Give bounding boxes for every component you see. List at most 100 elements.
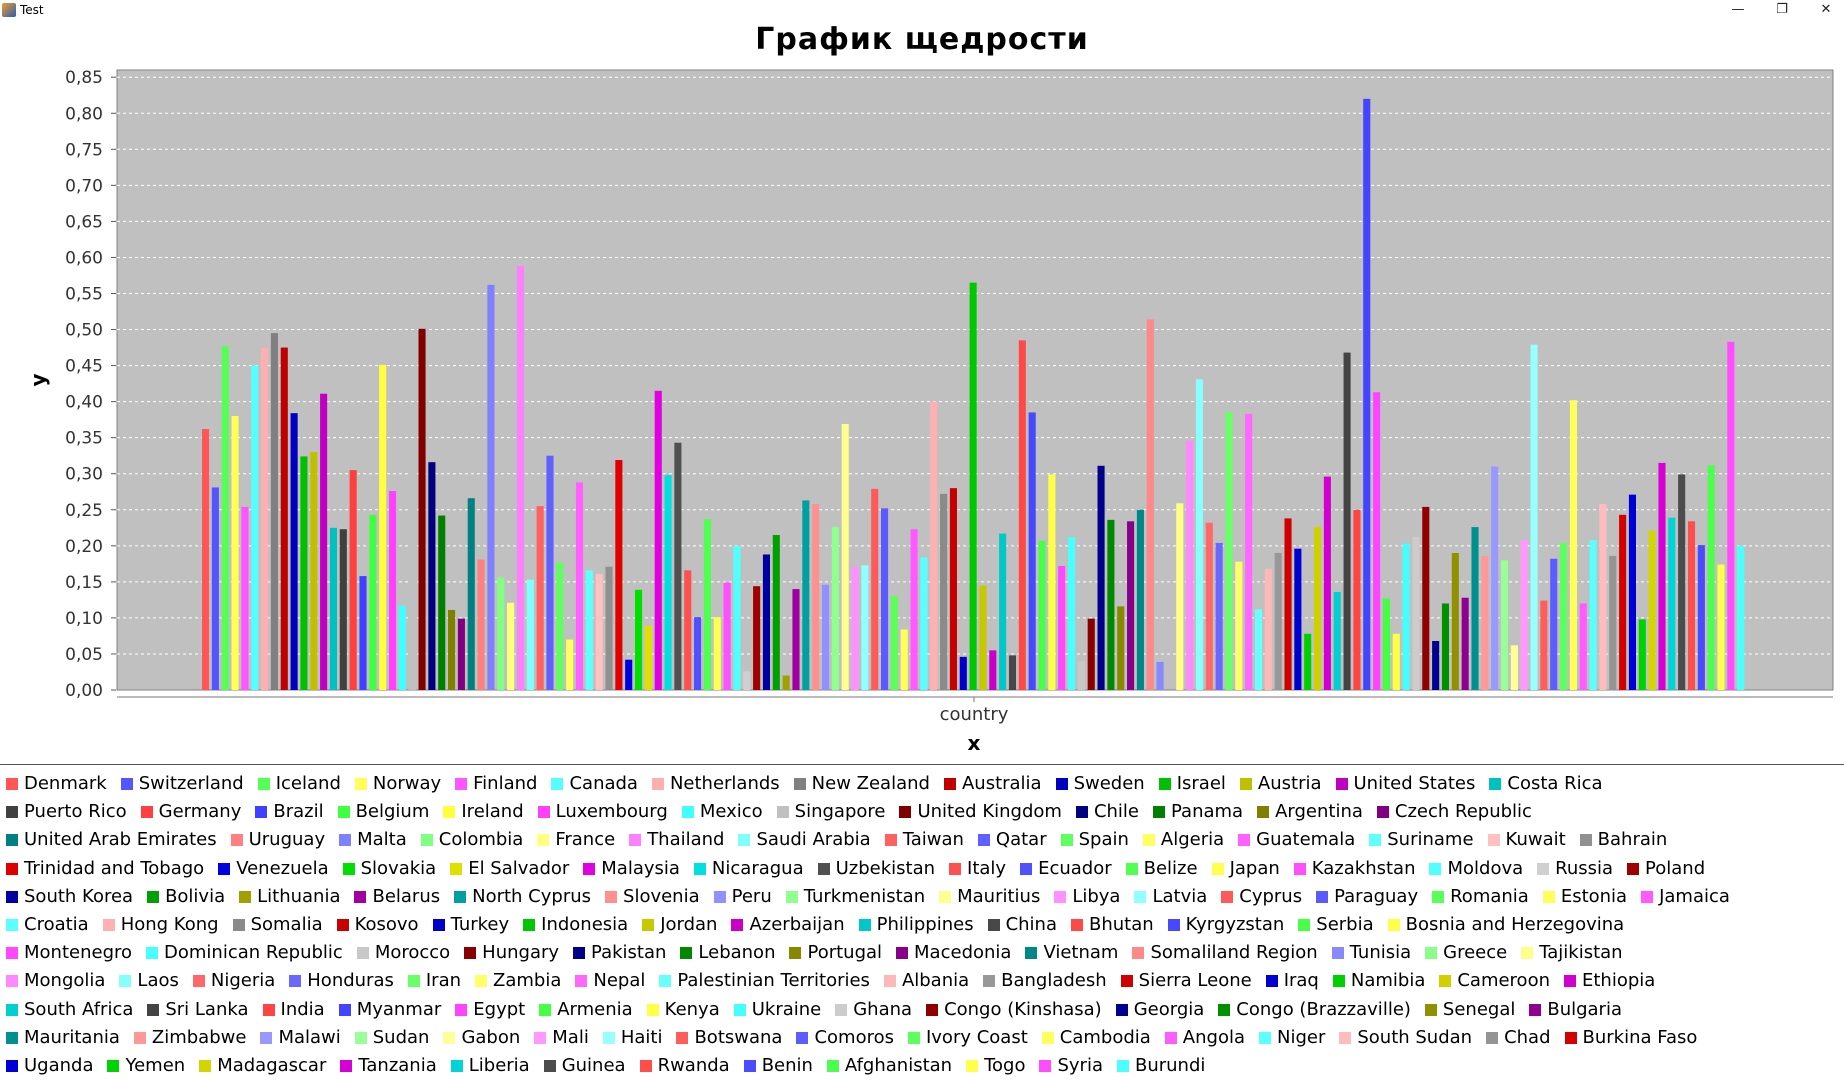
legend-label: Iraq (1283, 970, 1319, 992)
legend-swatch (943, 778, 956, 790)
legend-item: Hungary (464, 942, 559, 964)
legend-label: Netherlands (669, 773, 780, 794)
legend-swatch (1116, 1060, 1129, 1072)
legend-label: Canada (569, 773, 638, 794)
legend-item: South Korea (6, 886, 133, 908)
legend-label: Turkmenistan (803, 885, 926, 907)
bar (1274, 553, 1282, 690)
legend-swatch (883, 975, 896, 988)
legend-item: Estonia (1542, 886, 1627, 908)
legend-label: Azerbaijan (749, 914, 845, 935)
bar (1038, 540, 1046, 690)
legend-swatch (260, 1031, 273, 1044)
legend-swatch (743, 1060, 756, 1072)
legend-item: Algeria (1142, 829, 1224, 851)
legend-item: Ecuador (1020, 858, 1112, 880)
legend-item: Netherlands (651, 773, 780, 795)
legend-label: Philippines (876, 914, 974, 935)
legend-swatch (793, 778, 806, 790)
legend-item: Turkey (432, 914, 509, 936)
legend-swatch (939, 890, 952, 903)
legend-label: Mali (552, 1026, 589, 1048)
legend-label: Greece (1443, 942, 1508, 964)
legend-label: Gabon (461, 1026, 521, 1048)
legend-item: Macedonia (896, 942, 1011, 964)
legend-label: Israel (1176, 773, 1226, 794)
legend-label: Australia (961, 773, 1042, 794)
legend-label: Puerto Rico (24, 801, 127, 823)
legend-swatch (1316, 890, 1329, 903)
bar (703, 519, 711, 690)
bar (1215, 542, 1223, 690)
legend-label: Kosovo (354, 914, 419, 935)
bar (418, 328, 426, 690)
legend-item: Sierra Leone (1120, 970, 1252, 992)
legend-swatch (257, 778, 270, 790)
legend-label: Spain (1078, 829, 1129, 851)
legend-swatch (573, 947, 586, 960)
legend-label: Afghanistan (844, 1055, 953, 1076)
bar (1569, 400, 1577, 690)
legend-label: Syria (1057, 1055, 1103, 1076)
legend-item: Poland (1627, 858, 1705, 880)
bar (300, 456, 308, 690)
legend-label: Latvia (1152, 885, 1208, 907)
legend-swatch (1489, 778, 1502, 790)
legend-swatch (140, 806, 153, 819)
legend-label: United States (1353, 773, 1476, 794)
legend-swatch (681, 806, 694, 819)
legend-swatch (858, 919, 871, 931)
legend-label: Mauritania (24, 1026, 120, 1048)
legend-label: Myanmar (356, 998, 442, 1020)
legend-swatch (354, 890, 367, 903)
bar (930, 401, 938, 690)
legend-label: Comoros (814, 1026, 894, 1048)
legend-swatch (639, 1060, 652, 1072)
legend-swatch (1239, 778, 1252, 790)
legend-item: Philippines (858, 914, 974, 936)
bar (408, 453, 416, 690)
legend-item: Slovenia (605, 886, 700, 908)
restore-icon[interactable]: ❐ (1776, 2, 1788, 17)
legend-swatch (455, 778, 468, 790)
legend-label: Jordan (660, 914, 718, 935)
legend-swatch (6, 890, 18, 903)
legend-label: Finland (473, 773, 538, 794)
bar (910, 529, 918, 690)
bar (526, 579, 534, 690)
close-icon[interactable]: ✕ (1820, 2, 1832, 17)
bar (644, 625, 652, 690)
legend-item: Honduras (289, 970, 394, 992)
legend-item: Lithuania (239, 886, 340, 908)
y-tick-label: 0,20 (65, 537, 103, 557)
legend-label: Qatar (995, 829, 1047, 851)
legend-swatch (899, 806, 912, 819)
bar (979, 585, 987, 690)
legend-swatch (6, 834, 18, 847)
legend-item: Thailand (629, 829, 725, 851)
legend-item: Mauritania (6, 1027, 120, 1049)
legend-item: Sweden (1055, 773, 1145, 795)
legend-item: Austria (1239, 773, 1322, 795)
legend-swatch (1579, 834, 1592, 847)
bar (861, 565, 869, 690)
bar (1284, 518, 1292, 690)
legend-label: Slovakia (360, 857, 437, 879)
legend-label: Somalia (250, 914, 323, 935)
bar (1540, 600, 1548, 690)
bar (1510, 645, 1518, 690)
legend-item: Croatia (6, 914, 89, 936)
legend-item: Venezuela (218, 858, 329, 880)
bar (1727, 341, 1735, 690)
legend-swatch (147, 1003, 160, 1016)
minimize-icon[interactable]: — (1731, 2, 1745, 17)
y-tick-label: 0,60 (65, 248, 103, 268)
legend-label: Haiti (620, 1026, 663, 1048)
chart-legend: Denmark Switzerland Iceland Norway Finland Ca… (0, 764, 1844, 1081)
bar (900, 629, 908, 690)
legend-label: Yemen (125, 1055, 186, 1076)
legend-item: Finland (455, 773, 537, 795)
legend-swatch (543, 1060, 556, 1072)
bar (1412, 537, 1420, 690)
legend-label: Taiwan (902, 829, 964, 851)
